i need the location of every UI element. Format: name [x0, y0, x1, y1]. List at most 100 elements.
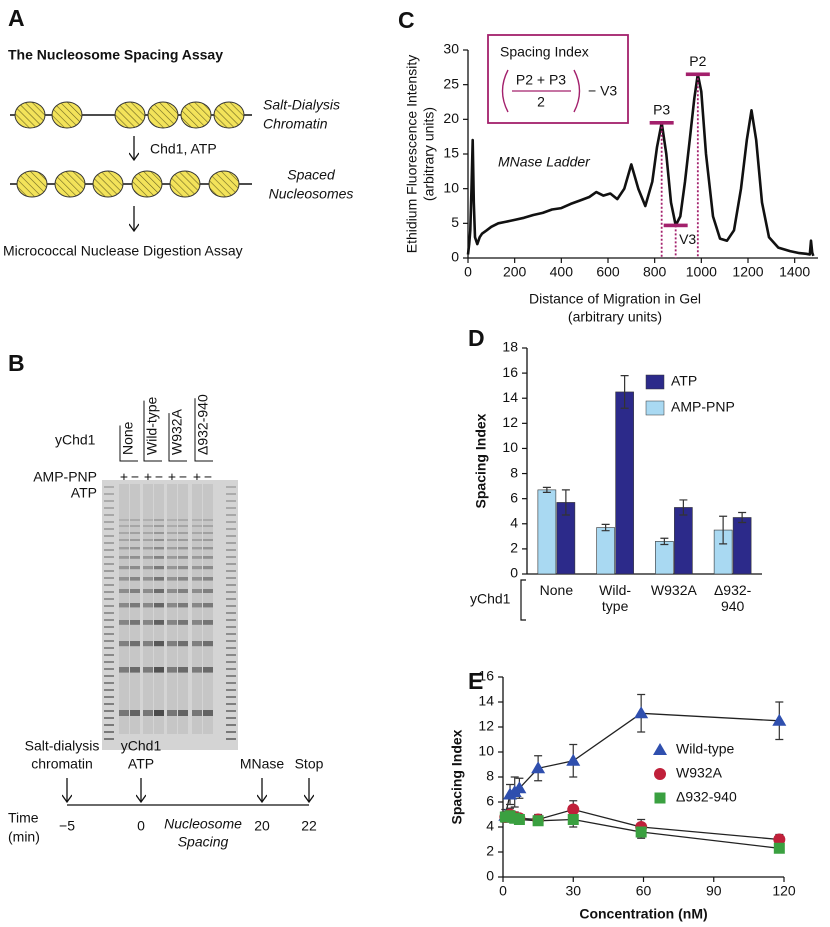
ladder-band: [226, 493, 236, 495]
ladder-band: [226, 605, 236, 607]
error-bar: [738, 511, 747, 524]
legend-marker: [653, 743, 667, 755]
gel-band: [143, 519, 153, 521]
gel-band: [167, 539, 177, 541]
gel-band: [167, 667, 177, 673]
gel-band: [143, 589, 153, 593]
ladder-band: [226, 507, 236, 509]
ladder-band: [226, 654, 236, 656]
nucleosome: [180, 101, 212, 129]
y-tick-label: 10: [443, 179, 459, 195]
y-tick-label: 8: [510, 464, 518, 480]
ladder-band: [104, 717, 114, 719]
data-point: [531, 761, 546, 774]
error-bar: [679, 499, 688, 516]
gel-band: [192, 667, 202, 673]
y-tick-label: 2: [510, 540, 518, 556]
marker-label: P2: [689, 53, 706, 69]
gel-band: [130, 620, 140, 625]
legend-label: Δ932-940: [676, 789, 737, 805]
trace: [466, 73, 815, 257]
gel-band: [178, 547, 188, 550]
y-axis-label: (arbitrary units): [421, 107, 437, 201]
ladder-band: [226, 521, 236, 523]
ladder-band: [104, 528, 114, 530]
error-bar: [660, 537, 669, 546]
annotation: MNase Ladder: [498, 154, 591, 170]
sign: +: [144, 469, 152, 485]
ladder-band: [104, 542, 114, 544]
gel-band: [119, 532, 129, 534]
lane-header: W932A: [169, 408, 185, 455]
x-tick-label: 30: [565, 883, 581, 899]
ladder-band: [226, 703, 236, 705]
data-point: [634, 706, 649, 719]
ladder-band: [226, 724, 236, 726]
gel-band: [130, 566, 140, 570]
gel-band: [192, 577, 202, 581]
data-point: [773, 842, 785, 854]
gel-band: [192, 603, 202, 608]
gel-band: [167, 620, 177, 625]
gel-band: [203, 577, 213, 581]
gel-band: [130, 519, 140, 521]
gel-band: [178, 589, 188, 593]
legend-marker: [654, 768, 666, 780]
gel-band: [178, 566, 188, 570]
ladder-band: [226, 598, 236, 600]
gel-band: [203, 641, 213, 647]
gel-band: [192, 710, 202, 716]
gel-band: [119, 641, 129, 647]
gel-band: [154, 547, 164, 550]
gel-band: [178, 667, 188, 673]
ladder-band: [226, 668, 236, 670]
legend-label: ATP: [671, 373, 697, 389]
y-tick-label: 16: [478, 668, 494, 684]
gel-band: [119, 525, 129, 527]
gel-band: [178, 577, 188, 581]
ladder-band: [104, 675, 114, 677]
y-tick-label: 0: [451, 249, 459, 265]
gel-band: [154, 603, 164, 608]
gel-band: [130, 525, 140, 527]
gel-band: [178, 532, 188, 534]
ladder-band: [104, 514, 114, 516]
lane-bracket: [194, 398, 213, 462]
category-line: Δ932-: [714, 582, 752, 598]
event-label: MNase: [240, 756, 285, 772]
gel-band: [154, 641, 164, 647]
event-label: ATP: [128, 756, 154, 772]
result-label: Nucleosomes: [269, 186, 354, 202]
ladder-band: [226, 633, 236, 635]
gel-band: [203, 556, 213, 559]
gel-band: [130, 547, 140, 550]
ladder-band: [104, 668, 114, 670]
lane-smear: [119, 484, 129, 734]
data-point: [512, 781, 527, 794]
sign: −: [155, 469, 163, 485]
bar: [615, 391, 634, 575]
ladder-band: [226, 710, 236, 712]
paren: [501, 69, 509, 113]
gel-band: [119, 667, 129, 673]
data-point: [567, 814, 579, 825]
gel-band: [119, 603, 129, 608]
marker-label: V3: [679, 231, 696, 247]
sign: −: [179, 469, 187, 485]
ladder-band: [104, 731, 114, 733]
gel-band: [143, 525, 153, 527]
gel-band: [203, 532, 213, 534]
data-point: [513, 814, 525, 825]
gel-band: [143, 577, 153, 581]
sign: +: [193, 469, 201, 485]
y-axis-label: Spacing Index: [473, 413, 489, 508]
gel-band: [178, 519, 188, 521]
y-tick-label: 14: [478, 693, 494, 709]
category-line: W932A: [651, 582, 698, 598]
ladder-band: [226, 696, 236, 698]
ladder-band: [226, 731, 236, 733]
event-label: Stop: [295, 756, 324, 772]
sign: +: [168, 469, 176, 485]
bar: [732, 517, 752, 575]
